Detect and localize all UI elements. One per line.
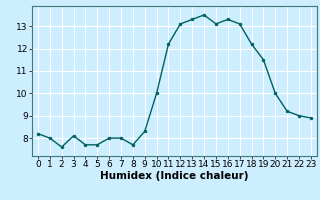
X-axis label: Humidex (Indice chaleur): Humidex (Indice chaleur) <box>100 171 249 181</box>
